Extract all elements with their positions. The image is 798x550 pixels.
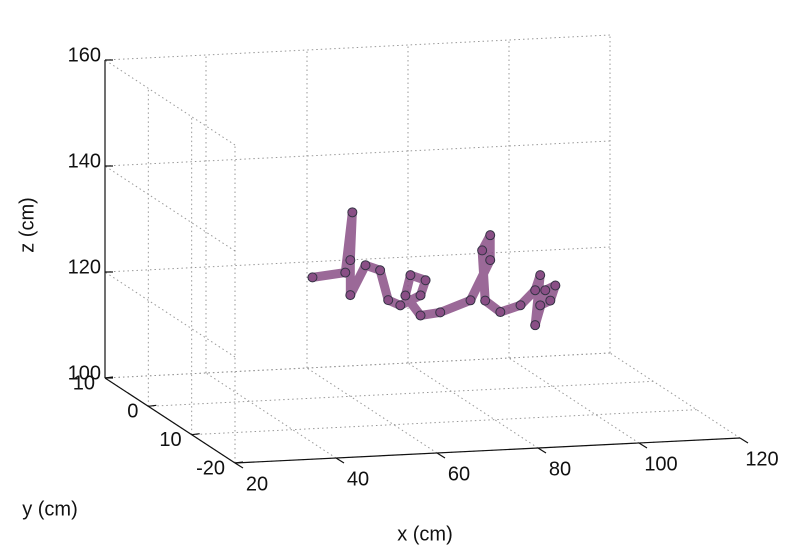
grid-line bbox=[104, 34, 611, 61]
y-axis-label: y (cm) bbox=[22, 498, 78, 520]
z-tick-label: 120 bbox=[68, 256, 101, 278]
point bbox=[485, 230, 496, 241]
point bbox=[345, 290, 356, 301]
point bbox=[347, 207, 358, 218]
z-tick-label: 140 bbox=[68, 150, 101, 172]
point bbox=[480, 295, 491, 306]
z-axis-label: z (cm) bbox=[16, 197, 38, 253]
z-tick-label: 100 bbox=[68, 362, 101, 384]
point bbox=[395, 300, 406, 311]
grid-line bbox=[191, 409, 697, 436]
y-tick-label: 0 bbox=[127, 401, 138, 423]
grid-line bbox=[104, 246, 611, 273]
y-tick-label: 10 bbox=[159, 429, 181, 451]
x-tick-label: 80 bbox=[549, 458, 571, 480]
point bbox=[383, 295, 394, 306]
grid-line bbox=[148, 380, 654, 407]
point bbox=[477, 245, 488, 256]
tick-mark bbox=[436, 452, 446, 459]
point bbox=[400, 290, 411, 301]
x-tick-label: 120 bbox=[745, 448, 778, 470]
point bbox=[550, 280, 561, 291]
x-axis-label: x (cm) bbox=[397, 523, 453, 545]
point bbox=[420, 275, 431, 286]
tick-mark bbox=[739, 437, 749, 444]
grid-line bbox=[104, 59, 236, 146]
y-tick-label: 10 bbox=[73, 372, 95, 394]
tick-mark bbox=[335, 457, 345, 464]
grid-line bbox=[609, 352, 741, 439]
tick-mark bbox=[148, 404, 157, 407]
grid-line bbox=[104, 352, 611, 379]
point bbox=[415, 310, 426, 321]
point bbox=[405, 270, 416, 281]
point bbox=[307, 272, 318, 283]
point bbox=[530, 320, 541, 331]
axis-line bbox=[234, 437, 741, 464]
point bbox=[465, 295, 476, 306]
point bbox=[360, 260, 371, 271]
grid-line bbox=[104, 165, 236, 252]
grid-line bbox=[104, 271, 236, 358]
point bbox=[545, 295, 556, 306]
tick-mark bbox=[234, 462, 244, 469]
tick-mark bbox=[191, 433, 200, 436]
point bbox=[435, 307, 446, 318]
y-tick-label: -20 bbox=[196, 457, 225, 479]
point bbox=[415, 290, 426, 301]
point bbox=[535, 300, 546, 311]
grid-line bbox=[306, 367, 438, 454]
point bbox=[495, 307, 506, 318]
x-tick-label: 100 bbox=[644, 453, 677, 475]
x-tick-label: 20 bbox=[246, 473, 268, 495]
point bbox=[515, 300, 526, 311]
tick-mark bbox=[537, 447, 547, 454]
tick-mark bbox=[234, 461, 244, 464]
z-tick-label: 160 bbox=[68, 44, 101, 66]
point bbox=[530, 285, 541, 296]
grid-line bbox=[508, 357, 640, 444]
point bbox=[345, 255, 356, 266]
point bbox=[375, 265, 386, 276]
x-tick-label: 60 bbox=[448, 463, 470, 485]
point bbox=[540, 285, 551, 296]
point bbox=[340, 267, 351, 278]
tick-mark bbox=[638, 442, 648, 449]
grid-line bbox=[407, 362, 539, 449]
point bbox=[535, 270, 546, 281]
axis-line bbox=[104, 377, 236, 464]
grid-line bbox=[205, 372, 337, 459]
x-tick-label: 40 bbox=[347, 468, 369, 490]
grid-line bbox=[104, 140, 611, 167]
point bbox=[485, 255, 496, 266]
